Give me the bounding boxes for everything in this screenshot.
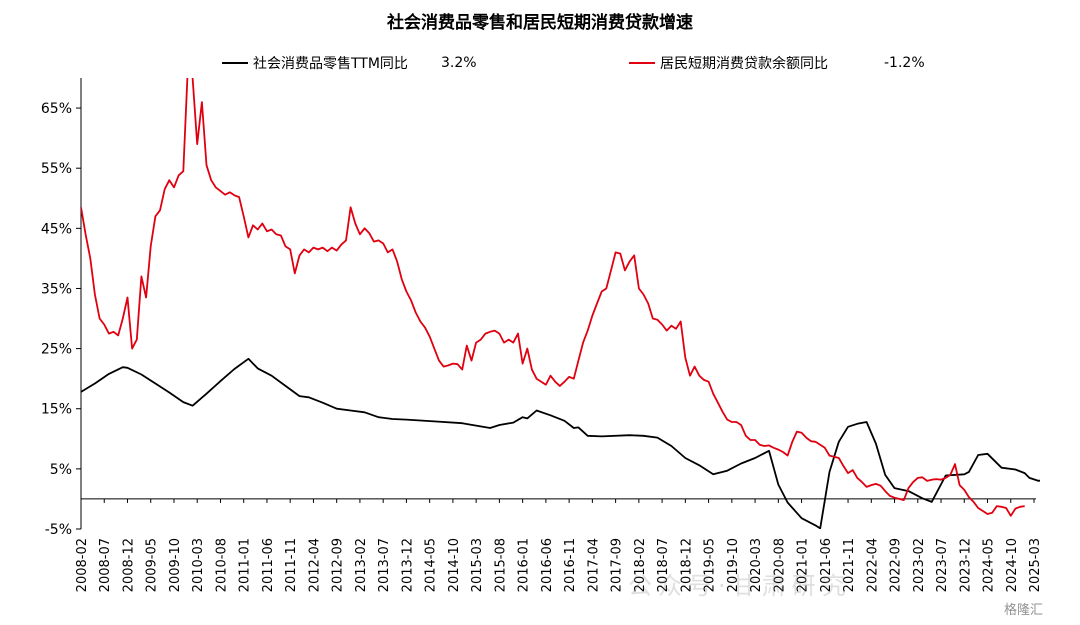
y-tick-label: 65%	[41, 101, 72, 117]
x-tick-label: 2023-07	[935, 538, 950, 592]
x-tick-label: 2023-12	[958, 538, 973, 592]
x-tick-label: 2024-05	[982, 538, 997, 592]
x-tick-label: 2016-06	[540, 538, 555, 592]
x-tick-label: 2014-10	[447, 538, 462, 592]
x-tick-label: 2008-07	[98, 538, 113, 592]
x-tick-label: 2009-10	[168, 538, 183, 592]
x-tick-label: 2019-10	[726, 538, 741, 592]
x-tick-label: 2025-03	[1028, 538, 1043, 592]
y-tick-label: 5%	[50, 462, 72, 478]
legend-label-consumer-loan: 居民短期消费贷款余额同比	[660, 56, 828, 72]
y-tick-label: 15%	[41, 402, 72, 418]
x-tick-label: 2010-08	[215, 538, 230, 592]
legend-swatch-consumer-loan	[629, 62, 655, 64]
x-tick-label: 2020-03	[749, 538, 764, 592]
x-tick-label: 2015-03	[470, 538, 485, 592]
x-tick-label: 2014-05	[424, 538, 439, 592]
x-tick-label: 2023-02	[912, 538, 927, 592]
x-tick-label: 2020-08	[772, 538, 787, 592]
legend-value-consumer-loan: -1.2%	[884, 55, 925, 71]
x-tick-label: 2022-09	[889, 538, 904, 592]
x-tick-label: 2021-11	[842, 538, 857, 592]
x-tick-label: 2021-01	[796, 538, 811, 592]
legend-item-consumer-loan: 居民短期消费贷款余额同比	[629, 52, 828, 74]
x-tick-label: 2011-11	[284, 538, 299, 592]
x-tick-label: 2016-01	[517, 538, 532, 592]
series-line-consumer-loan	[81, 78, 1025, 517]
x-tick-label: 2022-04	[865, 538, 880, 592]
legend-value-retail: 3.2%	[441, 55, 477, 71]
x-tick-label: 2018-12	[679, 538, 694, 592]
y-tick-label: -5%	[45, 522, 72, 538]
legend-swatch-retail	[222, 62, 248, 64]
x-tick-label: 2009-05	[145, 538, 160, 592]
x-tick-label: 2012-09	[331, 538, 346, 592]
legend-label-retail: 社会消费品零售TTM同比	[253, 56, 408, 72]
watermark-text: 公众号·甘肃研究	[628, 572, 852, 600]
y-tick-label: 55%	[41, 161, 72, 177]
x-tick-label: 2011-06	[261, 538, 276, 592]
x-tick-label: 2018-07	[656, 538, 671, 592]
x-tick-label: 2012-04	[307, 538, 322, 592]
x-tick-label: 2021-06	[819, 538, 834, 592]
x-tick-label: 2010-03	[191, 538, 206, 592]
x-tick-label: 2008-02	[75, 538, 90, 592]
x-tick-label: 2017-09	[610, 538, 625, 592]
x-tick-label: 2018-02	[633, 538, 648, 592]
y-tick-label: 25%	[41, 342, 72, 358]
x-tick-label: 2013-02	[354, 538, 369, 592]
x-tick-label: 2016-11	[563, 538, 578, 592]
legend-item-retail: 社会消费品零售TTM同比	[222, 52, 408, 74]
x-tick-label: 2015-08	[493, 538, 508, 592]
x-tick-label: 2013-12	[400, 538, 415, 592]
y-tick-label: 35%	[41, 281, 72, 297]
x-tick-label: 2013-07	[377, 538, 392, 592]
x-tick-label: 2024-10	[1005, 538, 1020, 592]
chart-title: 社会消费品零售和居民短期消费贷款增速	[387, 13, 693, 33]
x-tick-label: 2008-12	[122, 538, 137, 592]
watermark-badge: 格隆汇	[1004, 603, 1044, 618]
series-line-retail	[81, 357, 1040, 529]
x-tick-label: 2019-05	[703, 538, 718, 592]
x-tick-label: 2011-01	[238, 538, 253, 592]
x-tick-label: 2017-04	[586, 538, 601, 592]
y-tick-label: 45%	[41, 221, 72, 237]
